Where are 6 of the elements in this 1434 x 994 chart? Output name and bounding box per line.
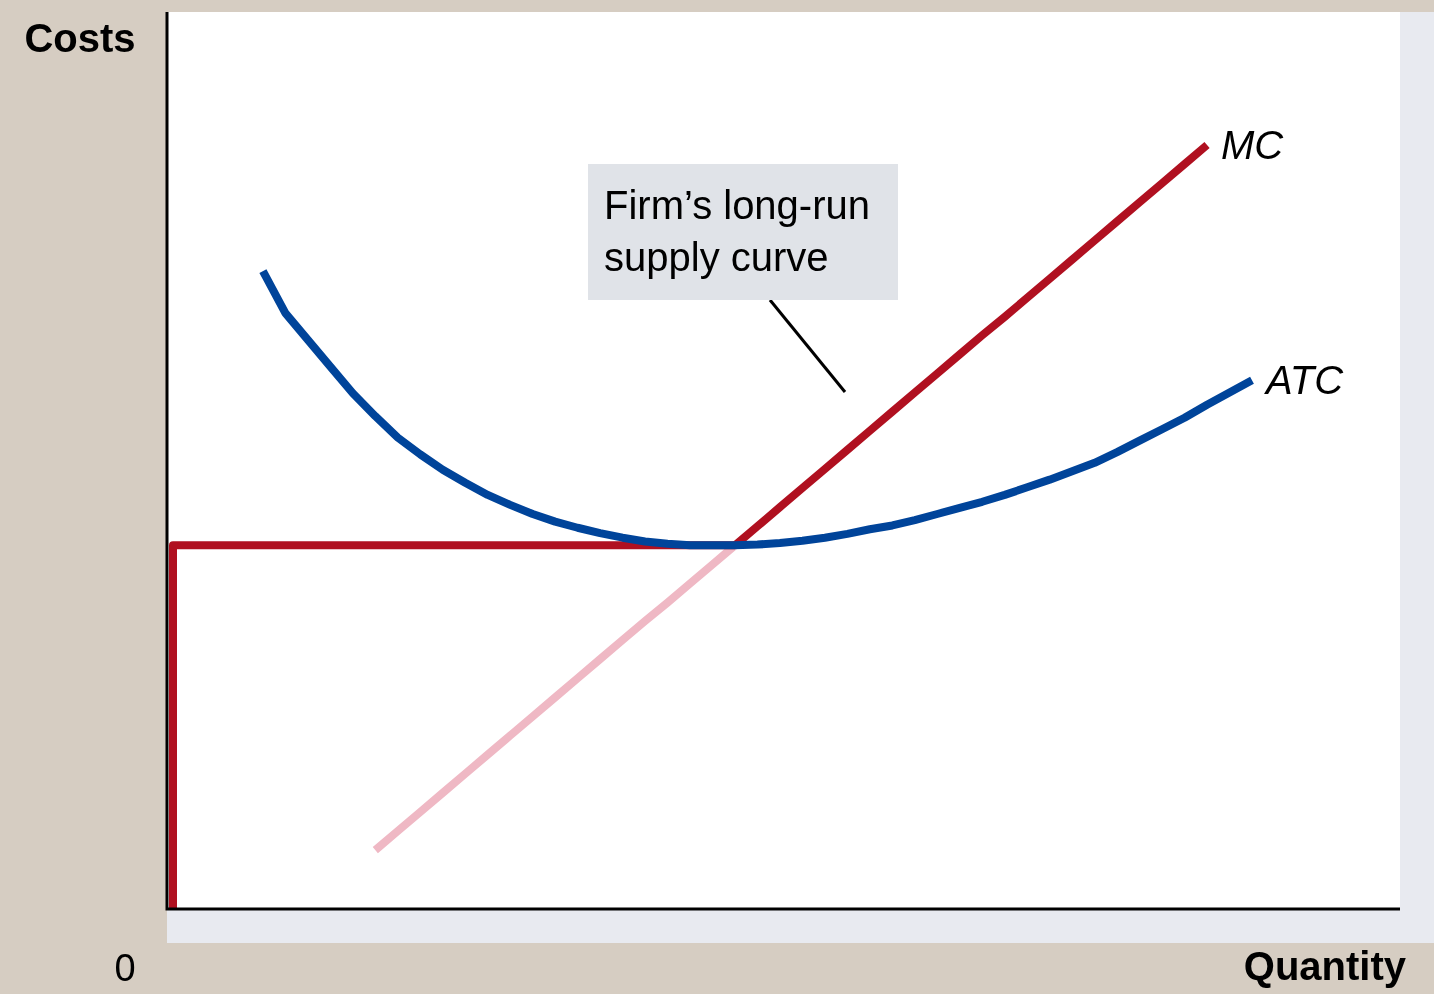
annotation: Firm’s long-run supply curve bbox=[604, 183, 870, 279]
y-axis-title: Costs bbox=[24, 16, 136, 60]
series-label: ATC bbox=[1264, 358, 1345, 403]
text: 0 bbox=[114, 947, 136, 989]
x-axis-title: Quantity bbox=[1243, 944, 1407, 988]
series-label: MC bbox=[1221, 123, 1285, 167]
